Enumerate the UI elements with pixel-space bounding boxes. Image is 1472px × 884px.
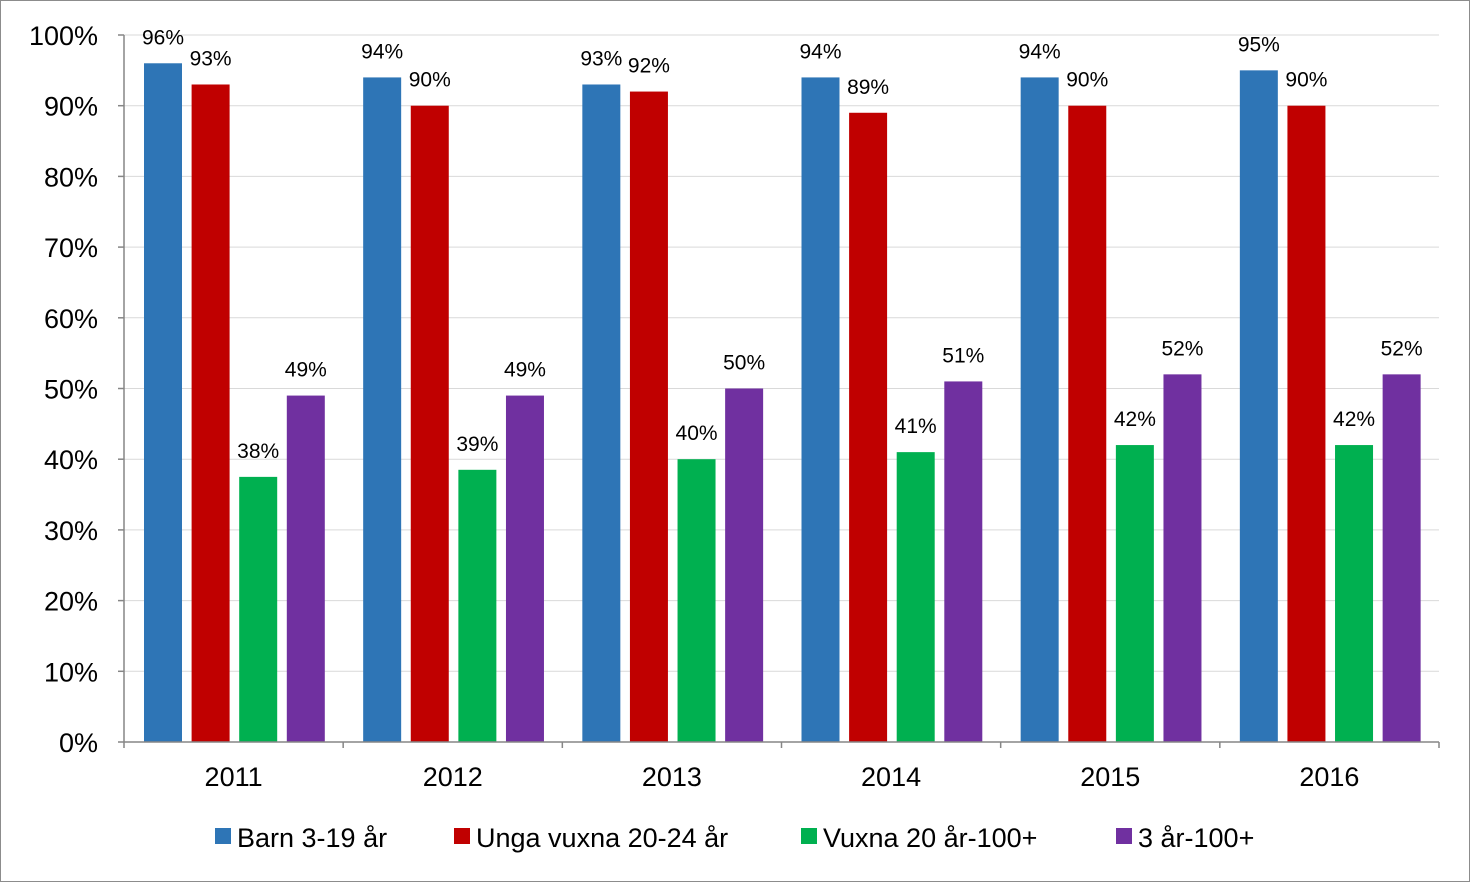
data-label: 50% <box>723 352 765 375</box>
data-label: 41% <box>895 415 937 438</box>
data-label: 49% <box>504 359 546 382</box>
bar <box>363 77 402 743</box>
bar <box>1335 445 1374 742</box>
bar <box>191 84 230 743</box>
legend-label: Vuxna 20 år-100+ <box>823 823 1037 853</box>
legend-item: Barn 3-19 år <box>215 823 387 853</box>
x-tick-label: 2013 <box>642 762 702 792</box>
x-tick-label: 2014 <box>861 762 921 792</box>
data-label: 40% <box>676 422 718 445</box>
legend-label: Unga vuxna 20-24 år <box>476 823 728 853</box>
bar <box>849 112 888 742</box>
y-tick-label: 40% <box>44 445 98 475</box>
y-tick-label: 90% <box>44 92 98 122</box>
y-tick-label: 20% <box>44 587 98 617</box>
bar <box>458 469 497 742</box>
data-label: 52% <box>1381 337 1423 360</box>
x-tick-label: 2015 <box>1080 762 1140 792</box>
data-label: 51% <box>942 344 984 367</box>
bar <box>582 84 621 743</box>
data-label: 39% <box>456 433 498 456</box>
bar <box>629 91 668 742</box>
data-label: 90% <box>1285 69 1327 92</box>
y-tick-label: 0% <box>59 728 98 758</box>
legend-swatch <box>215 828 231 844</box>
bar <box>144 63 182 742</box>
bar <box>896 452 935 742</box>
x-tick-label: 2016 <box>1299 762 1359 792</box>
data-label: 92% <box>628 55 670 78</box>
data-label: 94% <box>361 40 403 63</box>
data-label: 94% <box>799 40 841 63</box>
legend-label: 3 år-100+ <box>1138 823 1254 853</box>
bar <box>1068 105 1107 742</box>
data-label: 42% <box>1333 408 1375 431</box>
data-label: 38% <box>237 440 279 463</box>
bar <box>1163 374 1202 742</box>
legend-swatch <box>454 828 470 844</box>
bar <box>286 395 325 742</box>
bar <box>677 459 716 742</box>
data-label: 89% <box>847 76 889 99</box>
data-label: 90% <box>1066 69 1108 92</box>
y-tick-label: 100% <box>29 21 98 51</box>
data-label: 42% <box>1114 408 1156 431</box>
legend-item: Vuxna 20 år-100+ <box>801 823 1037 853</box>
data-label: 93% <box>190 47 232 70</box>
y-tick-label: 30% <box>44 516 98 546</box>
bar <box>410 105 449 742</box>
bar <box>944 381 983 742</box>
bar <box>1115 445 1154 742</box>
y-tick-label: 70% <box>44 233 98 263</box>
legend-item: Unga vuxna 20-24 år <box>454 823 728 853</box>
y-tick-label: 60% <box>44 304 98 334</box>
data-label: 95% <box>1238 33 1280 56</box>
legend-item: 3 år-100+ <box>1116 823 1254 853</box>
data-label: 96% <box>142 26 184 49</box>
bar <box>1020 77 1059 743</box>
bar <box>505 395 544 742</box>
data-label: 90% <box>409 69 451 92</box>
data-labels: 96% 94% 93% 94% 94% 95% 93% 90% 92% 89% 90% 90% 38% 3… <box>142 26 1423 463</box>
bar <box>1382 374 1421 742</box>
data-label: 94% <box>1019 40 1061 63</box>
legend-swatch <box>1116 828 1132 844</box>
bars <box>144 63 1421 743</box>
legend: Barn 3-19 år Unga vuxna 20-24 år Vuxna 20 … <box>215 823 1254 853</box>
bar <box>239 476 278 742</box>
bar <box>801 77 840 743</box>
bar <box>725 388 764 742</box>
x-tick-label: 2012 <box>423 762 483 792</box>
gridlines <box>124 34 1439 672</box>
axes: 0% 10% 20% 30% 40% 50% 60% 70% 80% 90% 100% 2011 201… <box>29 21 1440 792</box>
legend-label: Barn 3-19 år <box>237 823 387 853</box>
data-label: 93% <box>580 47 622 70</box>
legend-swatch <box>801 828 817 844</box>
x-tick-label: 2011 <box>205 762 263 792</box>
y-tick-label: 10% <box>44 657 98 687</box>
y-tick-label: 50% <box>44 375 98 405</box>
data-label: 49% <box>285 359 327 382</box>
data-label: 52% <box>1161 337 1203 360</box>
bar <box>1287 105 1326 742</box>
y-tick-label: 80% <box>44 162 98 192</box>
bar <box>1239 70 1278 743</box>
